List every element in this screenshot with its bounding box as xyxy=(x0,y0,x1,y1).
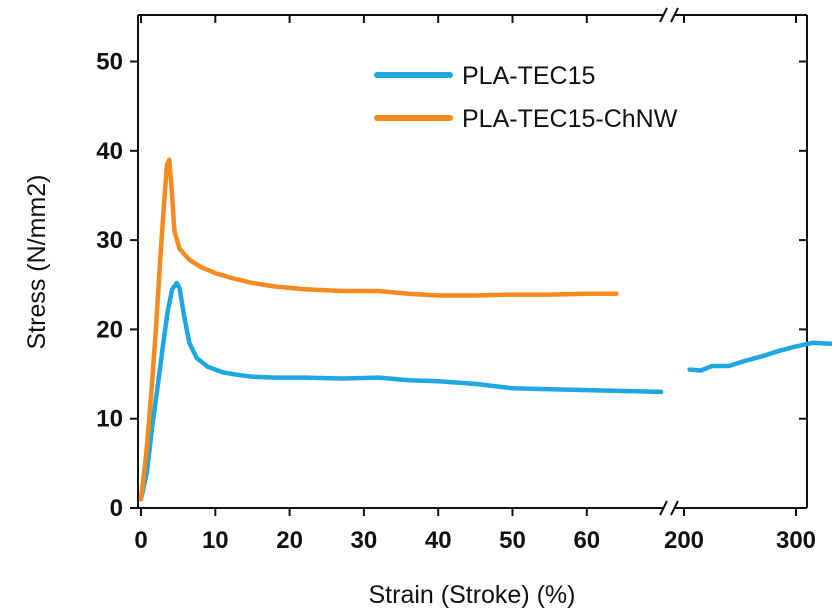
x-tick-label: 40 xyxy=(425,527,452,554)
axes-frame xyxy=(137,14,808,509)
y-axis-title: Stress (N/mm2) xyxy=(23,175,51,350)
y-tick-label: 50 xyxy=(96,49,123,76)
top-break-mark-1 xyxy=(659,7,668,23)
legend-label-pla-tec15-chnw: PLA-TEC15-ChNW xyxy=(462,105,678,133)
series-line-pla-tec15-chnw-segment-0 xyxy=(138,157,619,502)
series-line-pla-tec15-segment-1 xyxy=(687,340,832,373)
x-tick-label: 50 xyxy=(499,527,526,554)
y-tick-label: 10 xyxy=(96,406,123,433)
x-tick-label: 200 xyxy=(664,527,704,554)
axis-break-marks xyxy=(659,7,679,516)
x-tick-label: 300 xyxy=(776,527,816,554)
bottom-break-mark-2 xyxy=(670,500,679,516)
y-tick-label: 20 xyxy=(96,316,123,343)
x-tick-label: 30 xyxy=(351,527,378,554)
bottom-break-mark-1 xyxy=(659,500,668,516)
x-tick-label: 20 xyxy=(276,527,303,554)
x-tick-label: 60 xyxy=(573,527,600,554)
series-layer xyxy=(138,157,832,502)
y-ticks: 0 10 20 30 40 50 xyxy=(96,49,807,522)
y-tick-label: 30 xyxy=(96,227,123,254)
x-ticks: 0102030405060200300400 xyxy=(134,15,816,554)
x-axis-title: Strain (Stroke) (%) xyxy=(369,581,576,609)
top-break-mark-2 xyxy=(670,7,679,23)
y-tick-label: 40 xyxy=(96,138,123,165)
y-tick-label: 0 xyxy=(110,495,123,522)
legend: PLA-TEC15 PLA-TEC15-ChNW xyxy=(374,62,678,133)
x-tick-label: 10 xyxy=(202,527,229,554)
x-tick-label: 0 xyxy=(134,527,147,554)
series-line-pla-tec15-segment-0 xyxy=(138,280,664,502)
legend-label-pla-tec15: PLA-TEC15 xyxy=(462,62,595,90)
